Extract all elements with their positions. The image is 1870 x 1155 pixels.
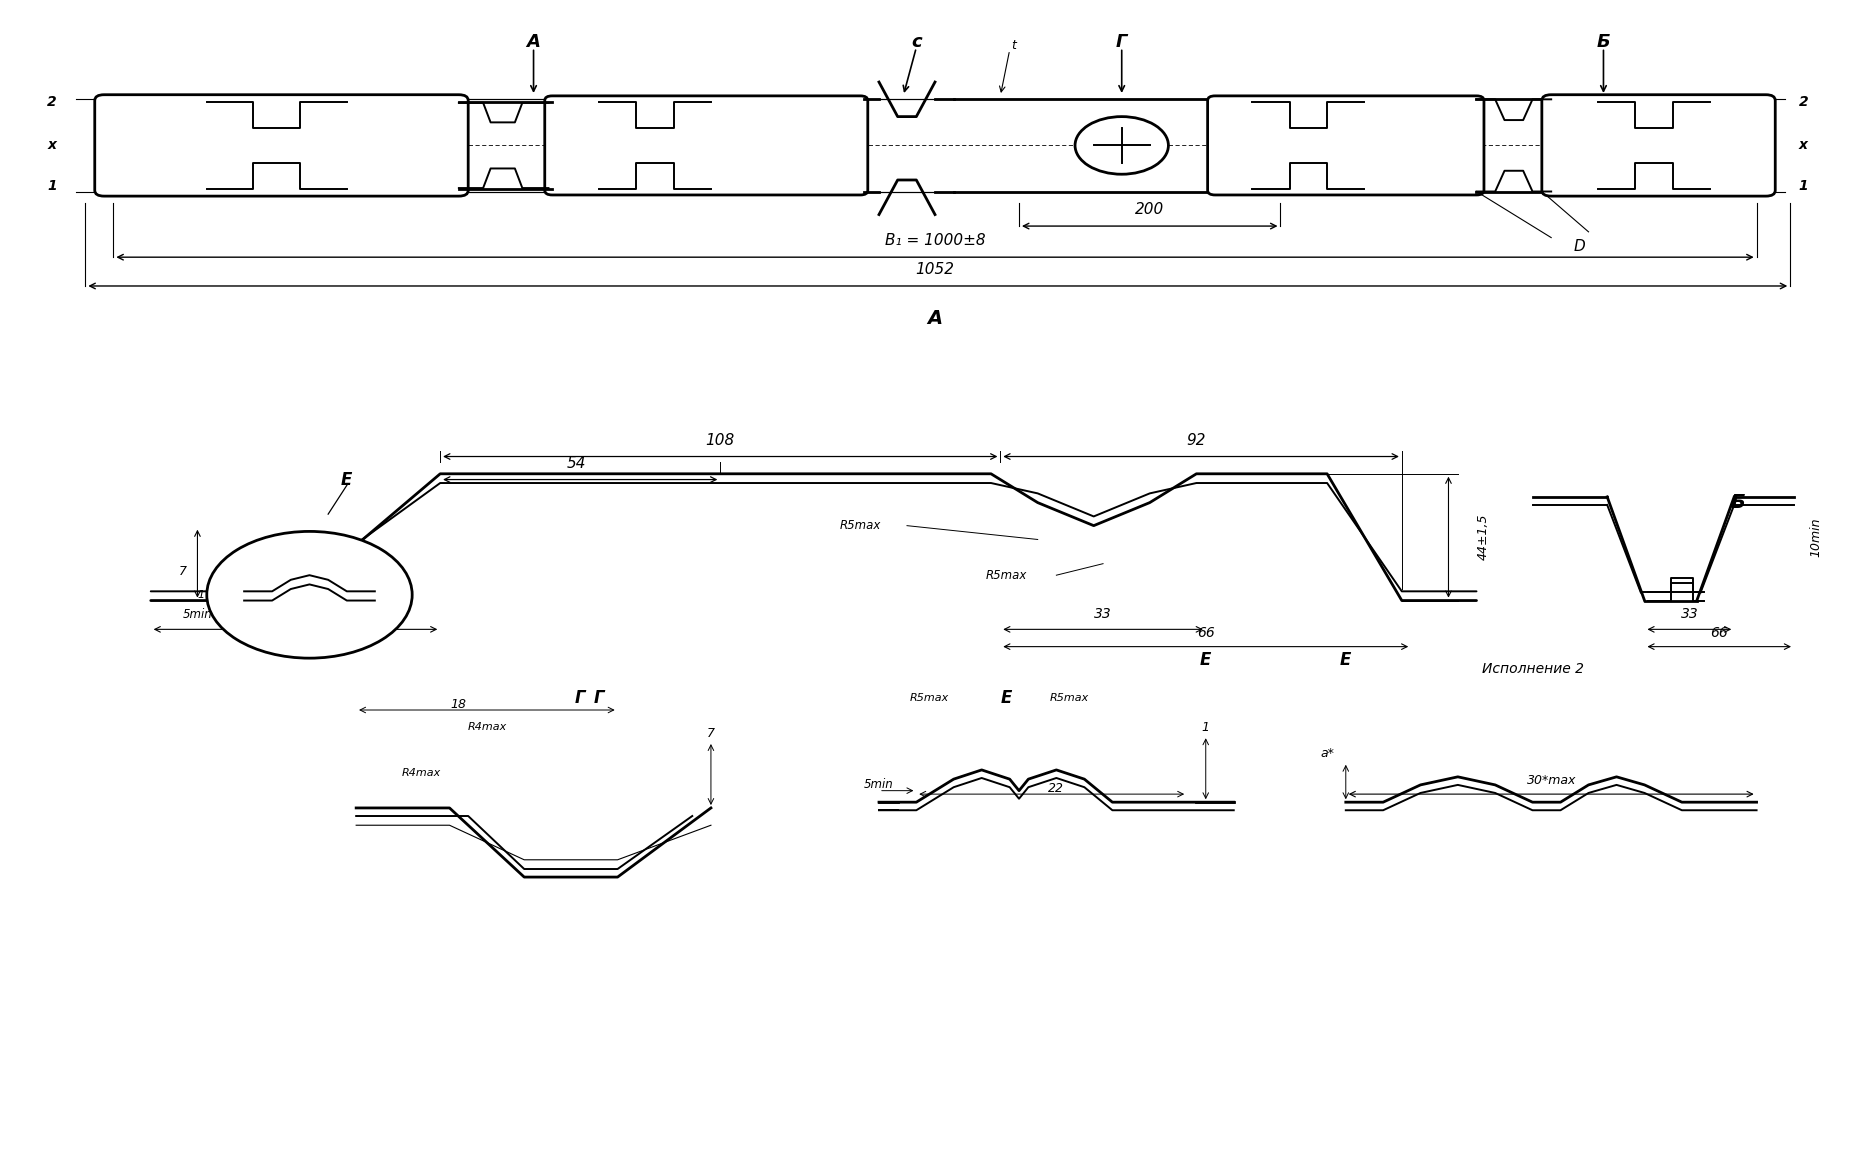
- Text: 1: 1: [1799, 179, 1808, 193]
- Text: 92: 92: [1187, 433, 1206, 448]
- Text: 1052: 1052: [916, 262, 954, 277]
- Text: D: D: [1573, 239, 1586, 254]
- Text: Исполнение 2: Исполнение 2: [1481, 662, 1584, 676]
- Text: 2: 2: [1799, 95, 1808, 109]
- Text: R5max: R5max: [1049, 693, 1088, 703]
- Text: 1: 1: [47, 179, 56, 193]
- Text: 7: 7: [178, 565, 187, 579]
- Text: R4max: R4max: [402, 768, 441, 778]
- Text: А: А: [527, 32, 540, 51]
- Text: 33: 33: [1681, 608, 1698, 621]
- Text: 32: 32: [335, 632, 352, 644]
- Text: Е: Е: [1341, 651, 1352, 670]
- Text: Б: Б: [1730, 493, 1745, 512]
- Text: Б: Б: [1597, 32, 1610, 51]
- Text: Г: Г: [574, 690, 585, 708]
- Text: R5max: R5max: [911, 693, 948, 703]
- Text: 54: 54: [567, 456, 585, 471]
- Text: x: x: [47, 139, 56, 152]
- Text: 200: 200: [1135, 202, 1165, 217]
- Text: 108: 108: [705, 433, 735, 448]
- Text: Г: Г: [1116, 32, 1128, 51]
- Text: с: с: [911, 32, 922, 51]
- Text: 22: 22: [1049, 782, 1064, 795]
- Text: 18: 18: [451, 698, 468, 710]
- Text: 10min: 10min: [1810, 517, 1823, 557]
- FancyBboxPatch shape: [1543, 95, 1775, 196]
- Text: R5max: R5max: [985, 568, 1027, 582]
- Circle shape: [1075, 117, 1169, 174]
- Text: 5min: 5min: [183, 609, 213, 621]
- Text: 1: 1: [198, 590, 204, 599]
- FancyBboxPatch shape: [544, 96, 868, 195]
- Text: 7: 7: [707, 726, 714, 739]
- Text: 30*max: 30*max: [1526, 774, 1576, 788]
- Text: 5min: 5min: [864, 778, 894, 791]
- Text: 44±1,5: 44±1,5: [1477, 514, 1490, 560]
- Text: x: x: [1799, 139, 1808, 152]
- FancyBboxPatch shape: [1208, 96, 1485, 195]
- Text: Е: Е: [340, 470, 353, 489]
- Text: 2: 2: [47, 95, 56, 109]
- Text: 66: 66: [1711, 626, 1728, 640]
- Text: 1: 1: [1202, 721, 1210, 733]
- Circle shape: [208, 531, 411, 658]
- Text: А: А: [928, 308, 942, 328]
- Text: Е: Е: [1000, 690, 1012, 708]
- Text: Г: Г: [593, 690, 604, 708]
- Text: a*: a*: [1320, 747, 1333, 760]
- Text: 11: 11: [279, 609, 295, 621]
- Text: 33: 33: [1094, 608, 1113, 621]
- Text: R5max: R5max: [840, 519, 881, 532]
- Text: t: t: [1012, 38, 1015, 52]
- FancyBboxPatch shape: [95, 95, 468, 196]
- Text: R4max: R4max: [468, 722, 507, 732]
- Text: B₁ = 1000±8: B₁ = 1000±8: [885, 233, 985, 248]
- Text: Е: Е: [1201, 651, 1212, 670]
- Text: 66: 66: [1197, 626, 1216, 640]
